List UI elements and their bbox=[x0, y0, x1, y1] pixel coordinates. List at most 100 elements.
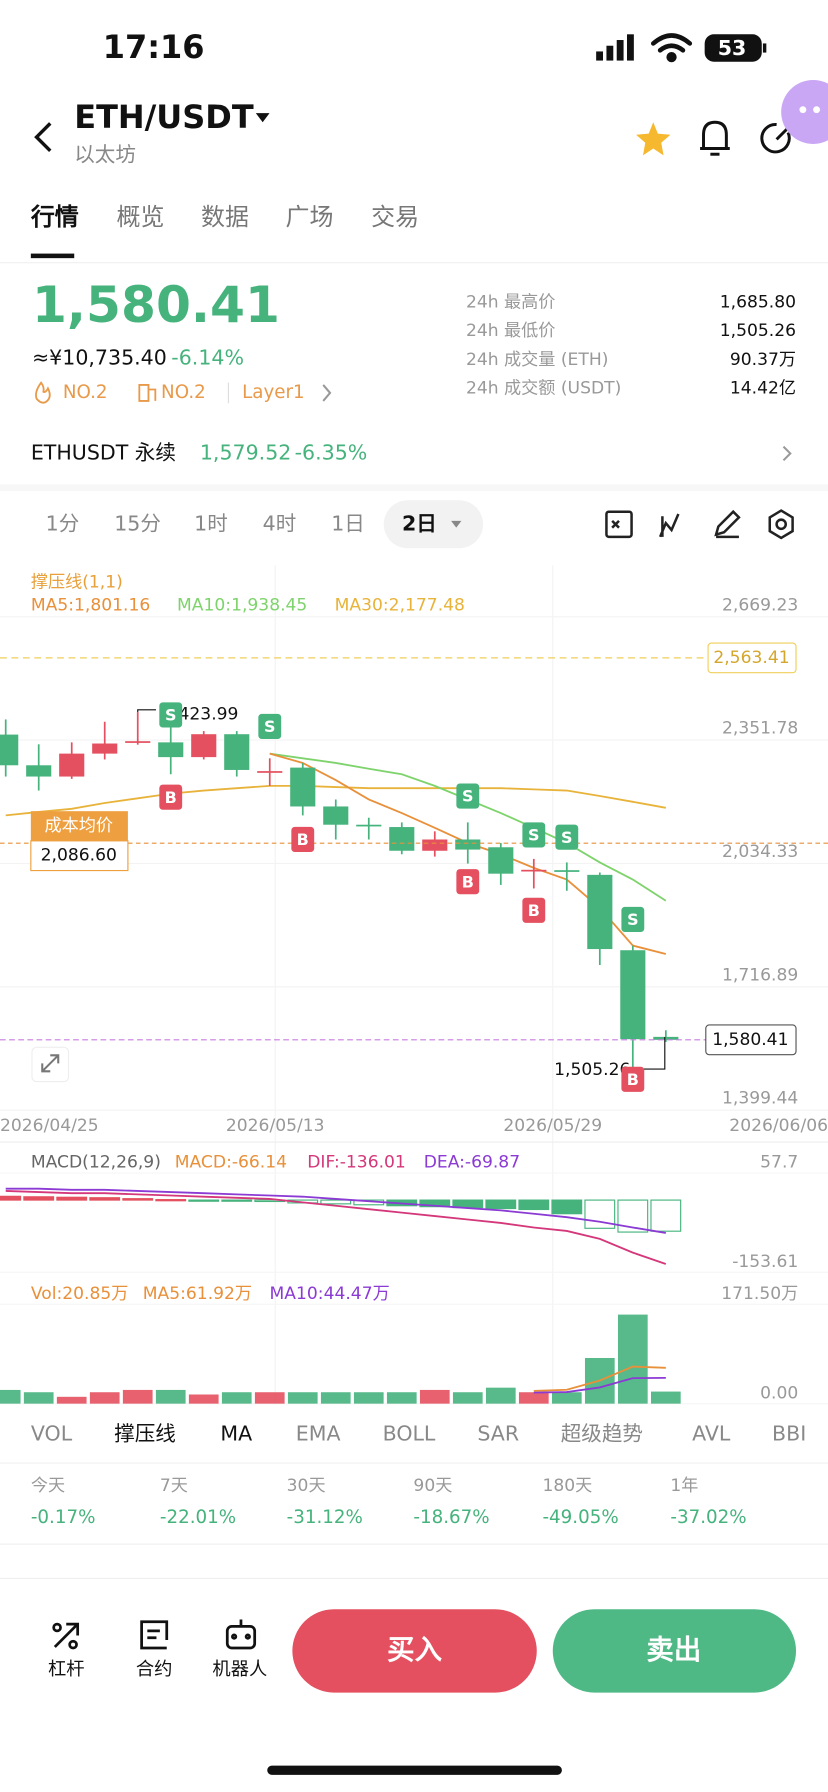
sell-mark-text: S bbox=[264, 717, 276, 736]
indicator-tab[interactable]: VOL bbox=[31, 1421, 73, 1445]
period-change: -31.12% bbox=[287, 1507, 363, 1528]
tool-label[interactable]: 合约 bbox=[136, 1659, 173, 1680]
interval[interactable]: 15分 bbox=[114, 511, 161, 535]
tool-label[interactable]: 杠杆 bbox=[48, 1659, 85, 1680]
indicator-tab[interactable]: 撑压线 bbox=[114, 1421, 176, 1445]
sell-mark-text: S bbox=[528, 826, 540, 845]
resistance-box bbox=[707, 642, 797, 674]
x-tick-label: 2026/06/06 bbox=[729, 1116, 828, 1136]
y-tick-label: 2,351.78 bbox=[722, 719, 798, 739]
expand-button[interactable] bbox=[31, 1046, 70, 1083]
vol-bar bbox=[518, 1392, 549, 1404]
favorite-star[interactable] bbox=[636, 122, 671, 156]
buy-mark-badge bbox=[291, 826, 315, 853]
rank-icon bbox=[138, 384, 157, 402]
perp-price: 1,579.52 bbox=[200, 440, 291, 464]
period-label: 90天 bbox=[413, 1476, 452, 1496]
stat-value: 1,685.80 bbox=[720, 293, 796, 313]
interval[interactable]: 1分 bbox=[46, 511, 80, 535]
interval-dropdown[interactable] bbox=[451, 520, 462, 528]
indicator-tab[interactable]: 超级趋势 bbox=[561, 1421, 643, 1445]
y-tick-label: 1,716.89 bbox=[722, 965, 798, 985]
interval-pill[interactable] bbox=[383, 500, 484, 549]
vol-bar bbox=[89, 1392, 120, 1404]
macd-bar bbox=[221, 1199, 253, 1202]
macd-label: MACD:-66.14 bbox=[175, 1153, 287, 1173]
vol-bar bbox=[353, 1392, 384, 1404]
interval[interactable]: 1时 bbox=[194, 511, 228, 535]
vol-label: MA10:44.47万 bbox=[270, 1284, 390, 1304]
last-price: 1,580.41 bbox=[32, 275, 280, 334]
interval[interactable]: 4时 bbox=[263, 511, 297, 535]
indicator-tab[interactable]: AVL bbox=[692, 1421, 731, 1445]
vol-bar bbox=[56, 1396, 87, 1404]
vol-bar bbox=[452, 1392, 483, 1404]
candle-body bbox=[356, 824, 382, 827]
cost-title: 成本均价 bbox=[45, 816, 114, 836]
tab[interactable]: 概览 bbox=[116, 203, 164, 231]
buy-mark-badge bbox=[456, 869, 480, 895]
divider bbox=[0, 484, 828, 492]
chevron[interactable] bbox=[322, 384, 332, 402]
sell-mark-text: S bbox=[561, 828, 573, 847]
chart-tools[interactable] bbox=[605, 509, 794, 540]
vol-bar bbox=[551, 1392, 582, 1404]
buy-mark-text: B bbox=[528, 901, 540, 920]
stat-label: 24h 成交量 (ETH) bbox=[466, 350, 608, 370]
hot-icon bbox=[35, 381, 51, 404]
period-change: -0.17% bbox=[31, 1507, 96, 1528]
rank-tag[interactable]: NO.2 bbox=[161, 382, 206, 403]
cny-price: ≈¥10,735.40 bbox=[32, 346, 167, 370]
rank-tag[interactable]: NO.2 bbox=[63, 382, 108, 403]
tab[interactable]: 广场 bbox=[286, 203, 334, 231]
back-button[interactable] bbox=[34, 122, 52, 153]
current-price-label: 1,580.41 bbox=[712, 1030, 788, 1050]
ma-label: MA30:2,177.48 bbox=[335, 595, 465, 615]
tool-label[interactable]: 机器人 bbox=[212, 1659, 267, 1680]
indicator-title: 撑压线(1,1) bbox=[31, 573, 123, 593]
buy-mark-badge bbox=[522, 897, 546, 923]
wifi-icon bbox=[650, 33, 693, 63]
candle-body bbox=[554, 870, 580, 872]
buy-label[interactable]: 买入 bbox=[387, 1635, 442, 1666]
sell-mark-badge bbox=[555, 824, 579, 850]
perp-name[interactable]: ETHUSDT 永续 bbox=[31, 440, 176, 464]
buy-button[interactable] bbox=[292, 1609, 537, 1693]
macd-label: MACD(12,26,9) bbox=[31, 1153, 161, 1173]
candle-body bbox=[323, 806, 349, 825]
indicator-tab[interactable]: SAR bbox=[477, 1421, 519, 1445]
interval[interactable]: 1日 bbox=[331, 511, 365, 535]
indicator-tab[interactable]: EMA bbox=[296, 1421, 341, 1445]
sector-tag[interactable]: Layer1 bbox=[242, 382, 305, 403]
sell-button[interactable] bbox=[552, 1609, 797, 1693]
x-tick-label: 2026/05/29 bbox=[503, 1116, 602, 1136]
low-label: 1,505.26 bbox=[554, 1060, 630, 1080]
tab[interactable]: 行情 bbox=[30, 203, 79, 231]
assistant-bubble[interactable] bbox=[781, 80, 828, 144]
tool-icons[interactable] bbox=[52, 1619, 257, 1650]
candle-body bbox=[0, 734, 19, 766]
macd-bar bbox=[56, 1196, 88, 1201]
pair-dropdown[interactable] bbox=[255, 113, 270, 123]
indicator-tab[interactable]: MA bbox=[220, 1421, 252, 1445]
pair-title[interactable]: ETH/USDT bbox=[74, 98, 254, 136]
vol-label: Vol:20.85万 bbox=[31, 1284, 129, 1304]
ma30-line bbox=[5, 784, 666, 817]
bell-icon[interactable] bbox=[700, 120, 730, 156]
tab[interactable]: 数据 bbox=[201, 203, 249, 231]
vol-label: MA5:61.92万 bbox=[143, 1284, 252, 1304]
indicator-tab[interactable]: BBI bbox=[772, 1421, 806, 1445]
sell-label[interactable]: 卖出 bbox=[646, 1635, 701, 1666]
period-change: -22.01% bbox=[160, 1507, 236, 1528]
vol-ma5-line bbox=[533, 1365, 666, 1392]
indicator-tab[interactable]: BOLL bbox=[383, 1421, 436, 1445]
chevron[interactable] bbox=[782, 445, 792, 462]
period-change: -37.02% bbox=[670, 1507, 746, 1528]
stat-value: 90.37万 bbox=[730, 350, 796, 370]
candle-body bbox=[488, 847, 514, 874]
vol-bar bbox=[0, 1389, 21, 1404]
buy-mark-badge bbox=[159, 784, 183, 810]
interval[interactable]: 2日 bbox=[402, 511, 437, 535]
tab[interactable]: 交易 bbox=[371, 203, 419, 231]
candle-body bbox=[59, 753, 85, 777]
